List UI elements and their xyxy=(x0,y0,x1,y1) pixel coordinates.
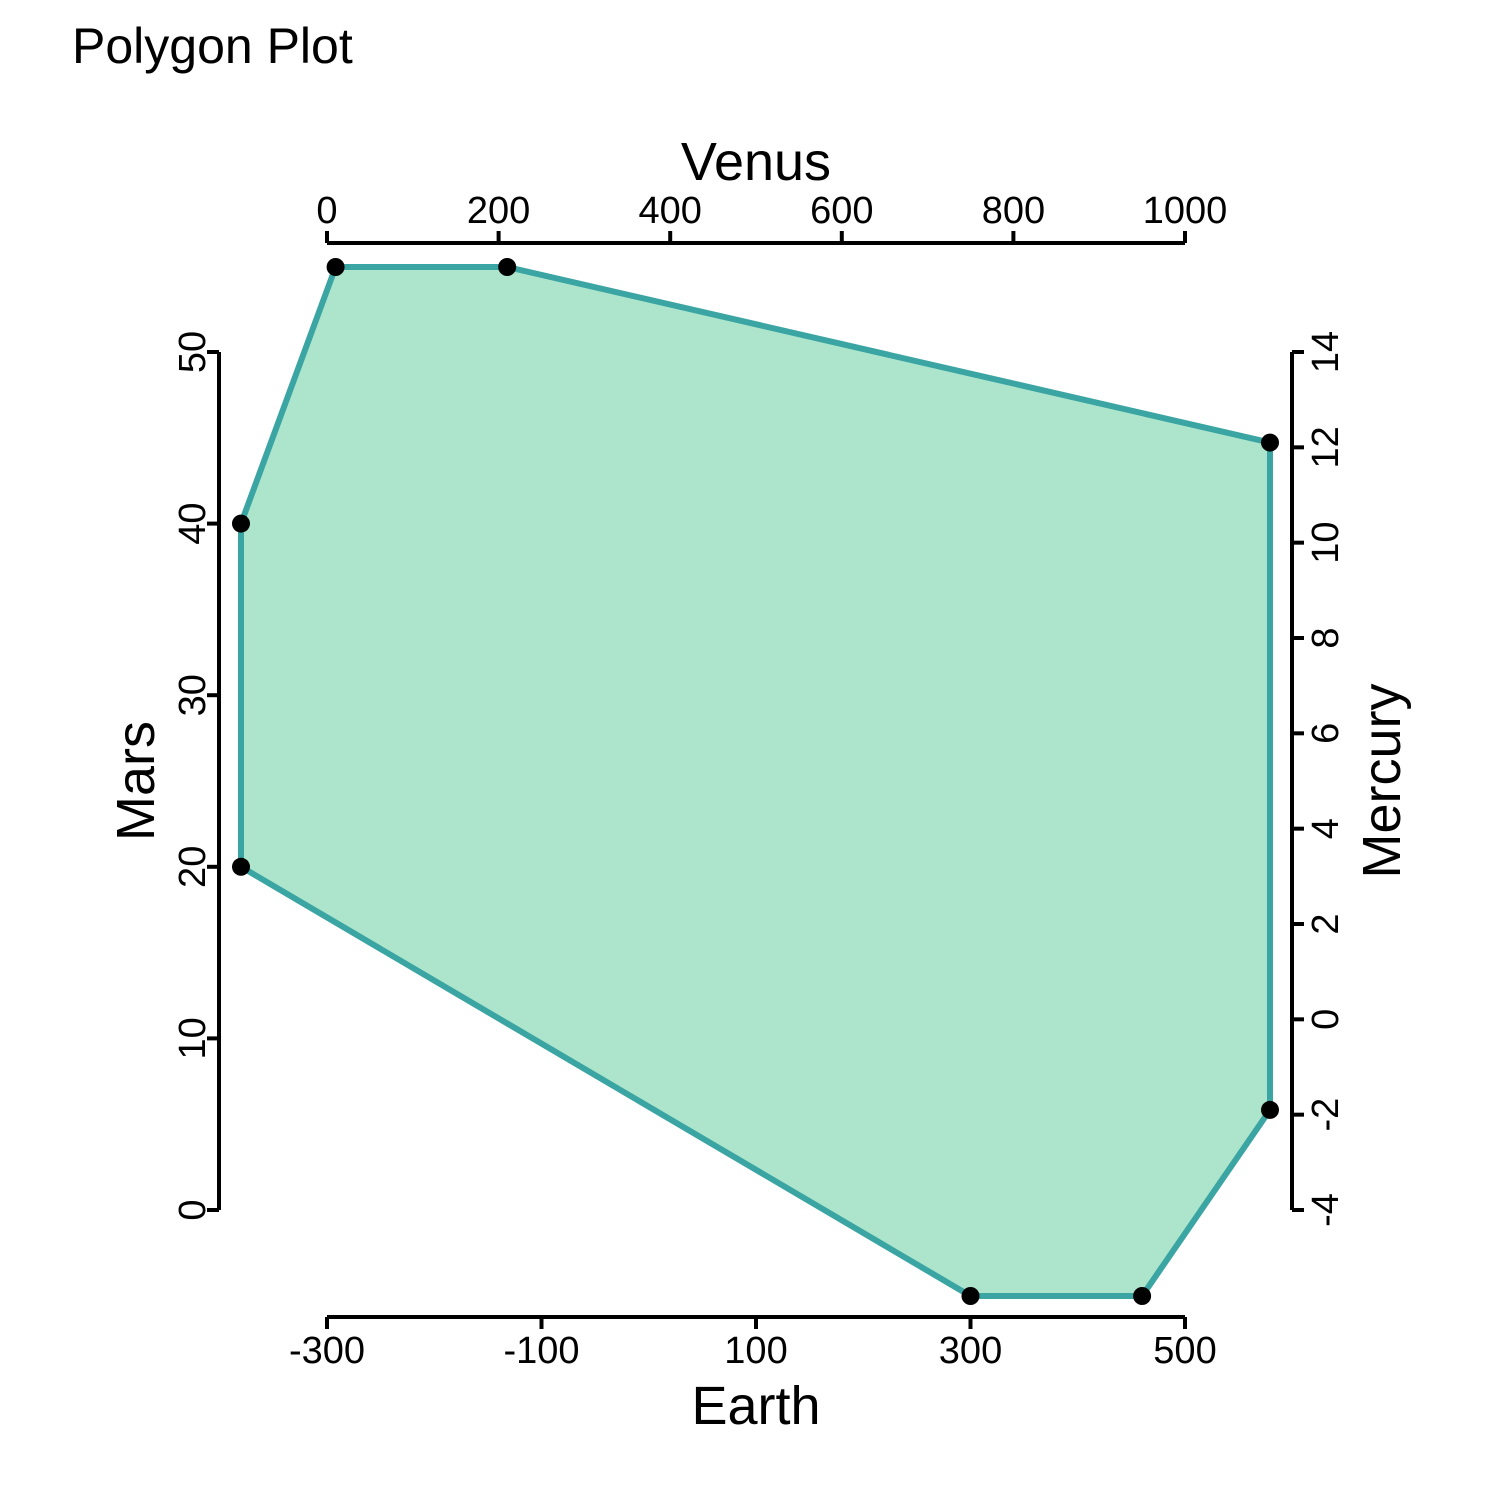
earth-tick-label: 100 xyxy=(724,1330,787,1372)
polygon-vertex xyxy=(232,857,250,876)
mercury-tick-label: -4 xyxy=(1305,1193,1347,1227)
polygon-vertex xyxy=(498,258,517,276)
venus-tick-label: 1000 xyxy=(1143,190,1228,232)
polygon-vertex xyxy=(1133,1287,1152,1305)
earth-tick-label: 500 xyxy=(1153,1330,1216,1372)
earth-tick-label: -100 xyxy=(503,1330,579,1372)
mercury-tick-label: 10 xyxy=(1305,522,1347,564)
vertex-layer xyxy=(232,258,1279,1305)
mars-tick-label: 30 xyxy=(172,674,214,716)
mars-tick-label: 50 xyxy=(172,331,214,373)
mars-tick-label: 40 xyxy=(172,502,214,544)
mercury-tick-label: 6 xyxy=(1305,723,1347,744)
venus-axis-title: Venus xyxy=(681,132,831,192)
polygon-vertex xyxy=(326,258,345,276)
venus-tick-label: 0 xyxy=(316,190,337,232)
polygon-vertex xyxy=(232,514,250,533)
mercury-axis-title: Mercury xyxy=(1352,683,1412,878)
mercury-tick-label: 4 xyxy=(1305,818,1347,839)
venus-tick-label: 600 xyxy=(810,190,873,232)
polygon-vertex xyxy=(1261,433,1279,452)
polygon-vertex xyxy=(1261,1100,1279,1119)
mercury-axis: -4 -2 0 2 4 6 8 10 12 14 xyxy=(1290,331,1347,1227)
mercury-tick-label: 12 xyxy=(1305,426,1347,468)
mars-tick-label: 10 xyxy=(172,1017,214,1059)
earth-tick-label: 300 xyxy=(939,1330,1002,1372)
mercury-tick-label: 2 xyxy=(1305,913,1347,934)
mercury-tick-label: -2 xyxy=(1305,1098,1347,1132)
mars-axis-title: Mars xyxy=(106,721,166,841)
polygon-layer xyxy=(238,264,1273,1299)
mercury-tick-label: 14 xyxy=(1305,331,1347,373)
venus-tick-label: 200 xyxy=(467,190,530,232)
venus-tick-label: 400 xyxy=(638,190,701,232)
mercury-tick-label: 0 xyxy=(1305,1009,1347,1030)
mars-axis: 0 10 20 30 40 50 xyxy=(172,331,221,1221)
earth-axis-title: Earth xyxy=(691,1376,820,1436)
mercury-tick-label: 8 xyxy=(1305,627,1347,648)
earth-tick-label: -300 xyxy=(289,1330,365,1372)
mars-tick-label: 0 xyxy=(172,1199,214,1220)
earth-axis: -300 -100 100 300 500 xyxy=(289,1315,1217,1372)
venus-tick-label: 800 xyxy=(982,190,1045,232)
chart-title: Polygon Plot xyxy=(72,18,353,74)
mars-tick-label: 20 xyxy=(172,846,214,888)
polygon-vertex xyxy=(961,1287,980,1305)
venus-axis: 0 200 400 600 800 1000 xyxy=(316,190,1228,245)
data-polygon xyxy=(238,264,1273,1299)
